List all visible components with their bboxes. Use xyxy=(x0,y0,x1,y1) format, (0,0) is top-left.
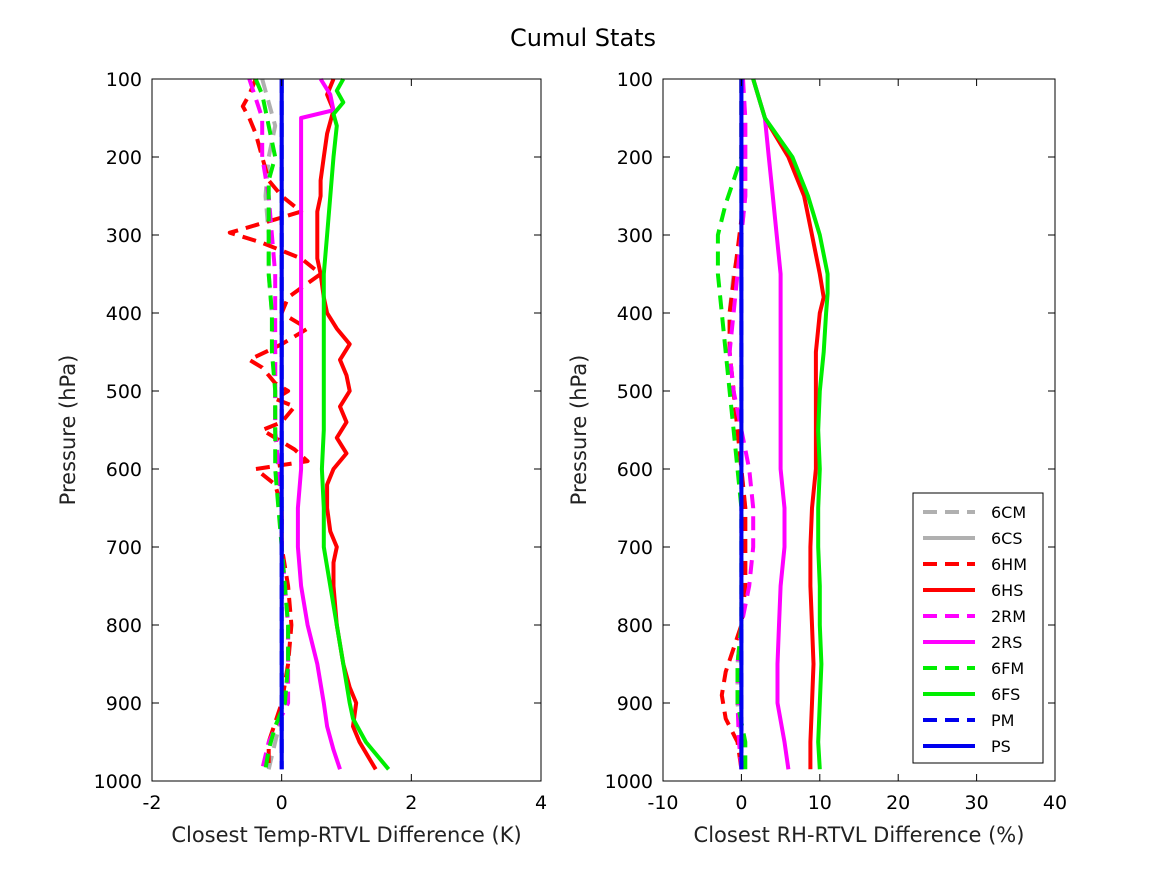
y-tick-label: 100 xyxy=(106,69,142,91)
y-tick-label: 500 xyxy=(617,381,653,403)
series-line-6fs xyxy=(751,78,830,770)
x-tick-label: 0 xyxy=(735,792,747,814)
x-axis-label: Closest RH-RTVL Difference (%) xyxy=(694,823,1025,847)
y-tick-label: 900 xyxy=(617,693,653,715)
y-tick-label: 400 xyxy=(106,303,142,325)
right-panel-rh: -10 0 10 20 30 40 100 200 300 400 500 600 700 800 900 1… xyxy=(567,69,1067,847)
legend-label-2rs: 2RS xyxy=(991,633,1022,652)
left-panel-temp: -2 0 2 4 100 200 300 400 500 600 700 800 900 1000 Clos… xyxy=(56,69,547,847)
y-tick-label: 600 xyxy=(617,459,653,481)
y-axis-label: Pressure (hPa) xyxy=(56,355,80,506)
y-tick-label: 900 xyxy=(106,693,142,715)
legend-label-ps: PS xyxy=(991,737,1011,756)
y-tick-label: 1000 xyxy=(605,771,653,793)
x-tick-label: 10 xyxy=(808,792,832,814)
plot-frame xyxy=(151,78,542,782)
y-tick-label: 800 xyxy=(617,615,653,637)
y-tick-label: 1000 xyxy=(94,771,142,793)
y-tick-label: 700 xyxy=(617,537,653,559)
series-line-2rs xyxy=(295,77,342,770)
y-tick-label: 600 xyxy=(106,459,142,481)
legend-label-6hs: 6HS xyxy=(991,581,1023,600)
y-tick-label: 300 xyxy=(617,225,653,247)
x-tick-label: 4 xyxy=(535,792,547,814)
chart-title: Cumul Stats xyxy=(510,24,656,52)
series-line-6fs xyxy=(319,78,391,771)
legend-label-2rm: 2RM xyxy=(991,607,1026,626)
x-tick-label: 2 xyxy=(405,792,417,814)
x-axis-label: Closest Temp-RTVL Difference (K) xyxy=(171,823,521,847)
x-tick-label: 30 xyxy=(965,792,989,814)
series-line-6hm xyxy=(227,78,323,770)
x-tick-label: 0 xyxy=(276,792,288,814)
y-tick-label: 500 xyxy=(106,381,142,403)
legend-box xyxy=(912,492,1044,764)
series-line-6hs xyxy=(315,78,378,771)
series-line-6hs xyxy=(751,78,826,770)
y-tick-label: 200 xyxy=(106,147,142,169)
x-tick-label: -2 xyxy=(143,792,162,814)
series-line-2rs xyxy=(751,78,791,770)
x-tick-label: 20 xyxy=(886,792,910,814)
series-line-6fm xyxy=(715,79,748,770)
legend-label-6fs: 6FS xyxy=(991,685,1020,704)
legend-label-6hm: 6HM xyxy=(991,555,1027,574)
legend: 6CM 6CS 6HM 6HS 2RM 2RS 6FM 6FS PM PS xyxy=(912,492,1044,764)
y-axis-label: Pressure (hPa) xyxy=(567,355,591,506)
y-tick-label: 800 xyxy=(106,615,142,637)
y-tick-label: 200 xyxy=(617,147,653,169)
legend-label-6fm: 6FM xyxy=(991,659,1024,678)
y-tick-label: 100 xyxy=(617,69,653,91)
x-tick-label: 40 xyxy=(1043,792,1067,814)
plot-frame xyxy=(662,78,1056,782)
legend-label-pm: PM xyxy=(991,711,1014,730)
y-tick-label: 300 xyxy=(106,225,142,247)
x-tick-label: -10 xyxy=(647,792,678,814)
legend-label-6cs: 6CS xyxy=(991,529,1023,548)
series-line-6fm xyxy=(253,78,291,770)
y-tick-label: 700 xyxy=(106,537,142,559)
y-tick-label: 400 xyxy=(617,303,653,325)
legend-label-6cm: 6CM xyxy=(991,503,1026,522)
